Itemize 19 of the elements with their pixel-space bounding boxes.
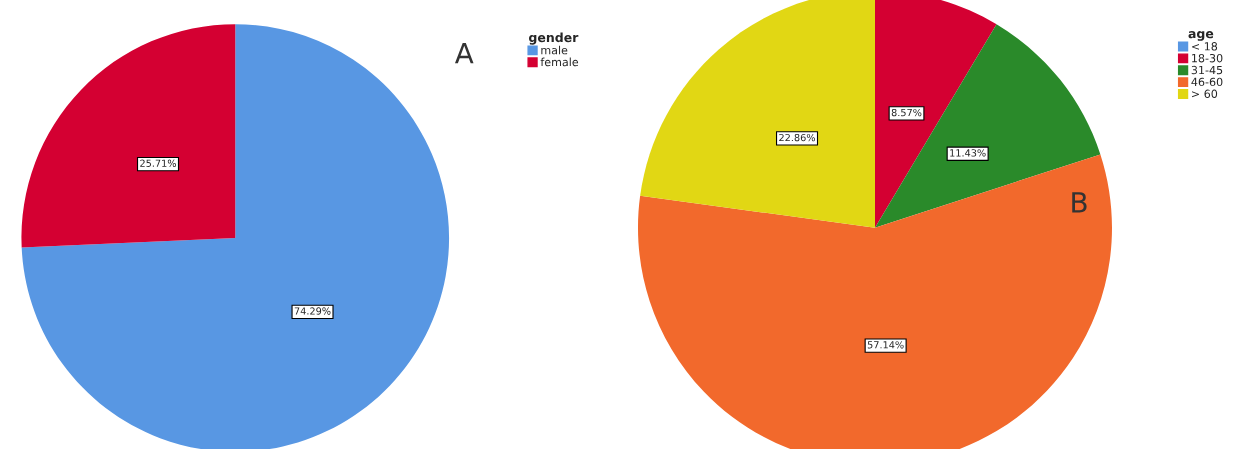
- legend-label: male: [541, 45, 568, 55]
- text: A: [454, 43, 474, 64]
- pie-slice: [21, 24, 236, 248]
- data-label: 25.71%: [140, 159, 177, 167]
- data-label: 74.29%: [294, 307, 331, 315]
- legend-title: gender: [529, 32, 579, 45]
- text: B: [1072, 192, 1087, 213]
- data-label: 57.14%: [867, 341, 904, 349]
- legend-label: < 18: [1192, 42, 1218, 51]
- data-label: 22.86%: [779, 133, 816, 142]
- legend-label: female: [540, 57, 579, 67]
- legend-label: 18-30: [1192, 53, 1223, 63]
- data-label: 11.43%: [950, 149, 986, 157]
- legend-label: 31-45: [1191, 65, 1223, 75]
- data-label: 8.57%: [891, 108, 922, 117]
- legend-label: 46-60: [1191, 77, 1223, 87]
- legend-label: > 60: [1192, 89, 1218, 98]
- pie-slice: [21, 24, 450, 449]
- legend-title: age: [1188, 31, 1214, 41]
